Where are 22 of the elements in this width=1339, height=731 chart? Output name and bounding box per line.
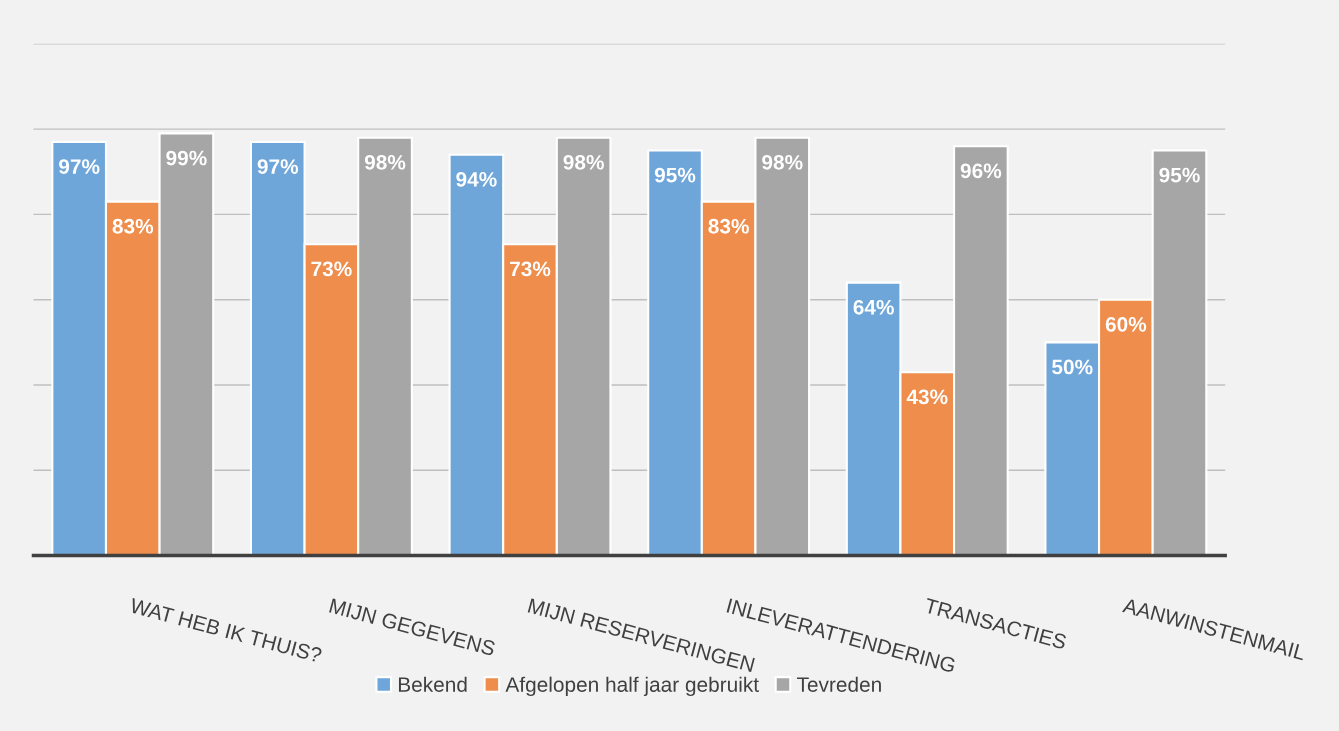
data-label: 99% <box>166 150 207 166</box>
data-label: 98% <box>762 154 803 170</box>
data-label: 60% <box>1105 316 1147 332</box>
data-label: 83% <box>708 218 749 234</box>
data-label: 73% <box>510 261 551 277</box>
data-label: 95% <box>1159 167 1200 183</box>
data-label: 83% <box>112 218 154 234</box>
data-label: 64% <box>853 299 894 315</box>
data-label: 43% <box>906 389 948 405</box>
data-label: 95% <box>654 167 696 183</box>
legend-label: Tevreden <box>797 676 881 692</box>
data-label: 98% <box>563 154 604 170</box>
data-label: 94% <box>456 171 497 187</box>
data-label: 50% <box>1052 359 1093 375</box>
legend-label: Afgelopen half jaar gebruikt <box>505 676 759 697</box>
data-label: 98% <box>364 154 406 170</box>
data-label: 96% <box>960 163 1002 179</box>
legend-label: Bekend <box>398 676 467 692</box>
data-label: 97% <box>257 159 299 174</box>
data-label: 97% <box>59 159 100 174</box>
x-tick-label: WAT HEB IK THUIS? <box>128 597 323 663</box>
data-label: 73% <box>311 261 352 277</box>
